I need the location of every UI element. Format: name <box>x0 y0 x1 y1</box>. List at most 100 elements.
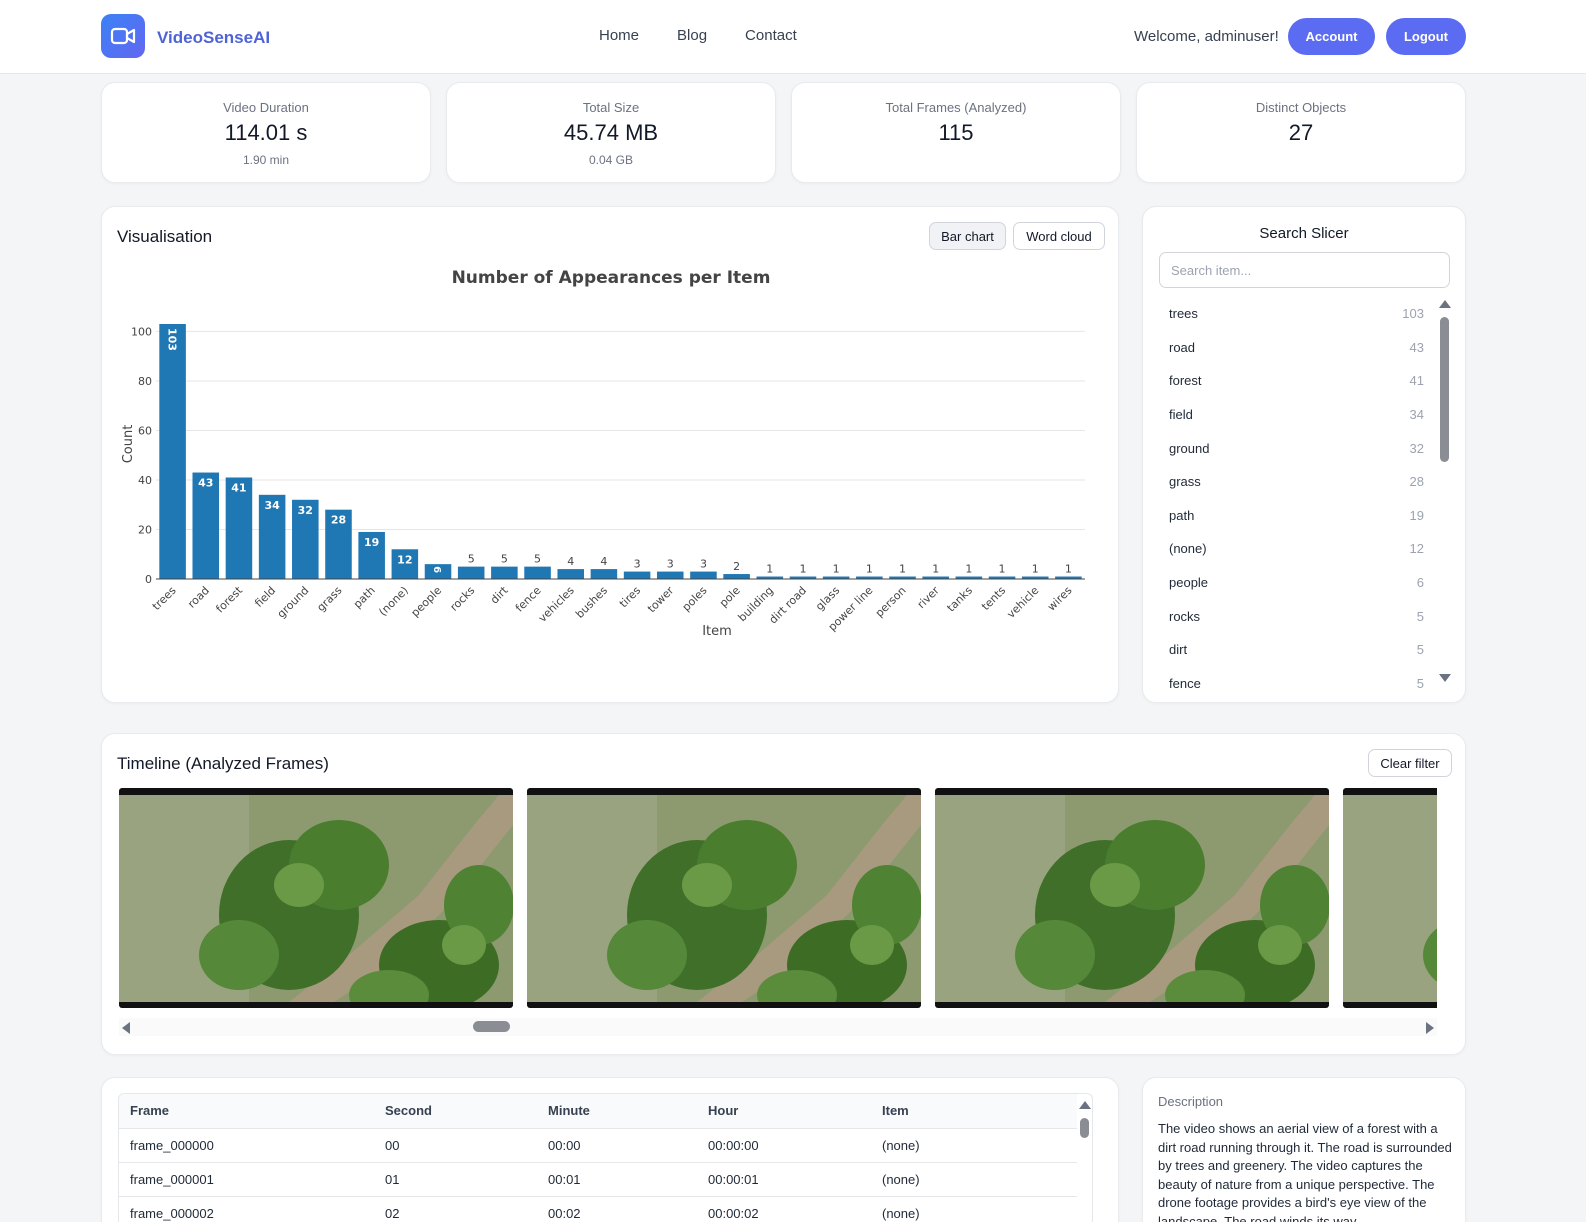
table-row[interactable]: frame_000000 00 00:00 00:00:00 (none) <box>119 1128 1077 1163</box>
cell-item: (none) <box>871 1128 1077 1163</box>
column-header-hour[interactable]: Hour <box>697 1094 871 1129</box>
bar <box>159 324 186 579</box>
bar-value-label: 1 <box>999 563 1006 576</box>
table-row[interactable]: frame_000002 02 00:02 00:00:02 (none) <box>119 1196 1077 1222</box>
column-header-frame[interactable]: Frame <box>119 1094 374 1129</box>
bar-value-label: 34 <box>264 499 280 512</box>
aerial-forest-image <box>1343 795 1437 1002</box>
bar <box>723 574 750 579</box>
scroll-right-arrow-icon[interactable] <box>1426 1022 1434 1034</box>
slicer-item[interactable]: rocks 5 <box>1159 599 1434 633</box>
table-header-row: Frame Second Minute Hour Item <box>119 1094 1077 1129</box>
nav-contact-link[interactable]: Contact <box>745 27 797 44</box>
slicer-item-count: 32 <box>1409 440 1424 456</box>
bar <box>192 472 220 579</box>
visualisation-panel: Visualisation Bar chart Word cloud Numbe… <box>101 206 1119 703</box>
bar-value-label: 4 <box>600 555 607 568</box>
stat-value: 27 <box>1288 120 1314 145</box>
x-tick-label: bushes <box>573 584 610 621</box>
slicer-scrollbar-thumb[interactable] <box>1440 317 1449 462</box>
video-camera-icon[interactable] <box>101 14 145 58</box>
cell-minute: 00:02 <box>537 1196 697 1222</box>
account-button[interactable]: Account <box>1288 18 1375 55</box>
clear-filter-button[interactable]: Clear filter <box>1368 749 1452 777</box>
bar-value-label: 3 <box>700 558 707 571</box>
slicer-item[interactable]: people 6 <box>1159 566 1434 600</box>
slicer-item[interactable]: (none) 12 <box>1159 532 1434 566</box>
slicer-item[interactable]: ground 32 <box>1159 431 1434 465</box>
slicer-item-count: 5 <box>1416 608 1424 624</box>
cell-second: 01 <box>374 1162 537 1197</box>
frame-thumbnail[interactable] <box>119 788 513 1008</box>
timeline-scrollbar[interactable] <box>119 1018 1437 1036</box>
x-tick-label: people <box>409 584 445 620</box>
bar-value-label: 12 <box>397 553 412 566</box>
scroll-left-arrow-icon[interactable] <box>122 1022 130 1034</box>
slicer-item[interactable]: forest 41 <box>1159 364 1434 398</box>
slicer-item-count: 103 <box>1402 306 1424 322</box>
bar <box>889 576 916 579</box>
cell-hour: 00:00:02 <box>697 1196 871 1222</box>
scroll-up-arrow-icon[interactable] <box>1079 1101 1091 1109</box>
bar-value-label: 1 <box>965 563 972 576</box>
nav-blog-link[interactable]: Blog <box>677 27 708 44</box>
slicer-item-count: 6 <box>1416 575 1424 591</box>
word-cloud-button[interactable]: Word cloud <box>1013 222 1105 250</box>
column-header-minute[interactable]: Minute <box>537 1094 697 1129</box>
cell-minute: 00:00 <box>537 1128 697 1163</box>
y-tick-label: 40 <box>138 474 152 487</box>
bar-value-label: 5 <box>501 553 508 566</box>
nav-home-link[interactable]: Home <box>599 27 640 44</box>
x-axis-label: Item <box>702 624 732 639</box>
slicer-item[interactable]: trees 103 <box>1159 297 1434 331</box>
scroll-down-arrow-icon[interactable] <box>1439 674 1451 682</box>
stat-label: Distinct Objects <box>1255 100 1347 115</box>
aerial-forest-image <box>119 795 513 1002</box>
frame-thumbnail[interactable] <box>1343 788 1437 1008</box>
slicer-item[interactable]: road 43 <box>1159 331 1434 365</box>
bar <box>258 494 286 579</box>
bar <box>623 571 651 579</box>
table-row[interactable]: frame_000001 01 00:01 00:00:01 (none) <box>119 1162 1077 1197</box>
slicer-item[interactable]: field 34 <box>1159 398 1434 432</box>
slicer-search-input[interactable] <box>1159 252 1450 288</box>
slicer-item-label: road <box>1169 339 1196 355</box>
description-text: The video shows an aerial view of a fore… <box>1158 1121 1452 1222</box>
x-tick-label: poles <box>680 584 710 614</box>
logout-button[interactable]: Logout <box>1386 18 1466 55</box>
timeline-scrollbar-thumb[interactable] <box>473 1021 510 1032</box>
slicer-item-label: trees <box>1169 306 1198 322</box>
brand-name[interactable]: VideoSenseAI <box>157 28 271 47</box>
table-scrollbar-thumb[interactable] <box>1080 1118 1089 1138</box>
bar-chart-button[interactable]: Bar chart <box>929 222 1006 250</box>
frame-strip <box>119 788 1437 1010</box>
x-tick-label: glass <box>813 584 842 613</box>
bar-chart: Number of Appearances per Item Item Coun… <box>121 268 1085 639</box>
slicer-item[interactable]: grass 28 <box>1159 465 1434 499</box>
welcome-text: Welcome, adminuser! <box>1134 28 1279 45</box>
chart-title: Number of Appearances per Item <box>452 268 771 288</box>
bar <box>756 576 784 579</box>
scroll-up-arrow-icon[interactable] <box>1439 300 1451 308</box>
bar <box>524 566 551 579</box>
y-tick-label: 80 <box>138 375 152 388</box>
y-tick-label: 100 <box>131 325 152 338</box>
slicer-item-label: fence <box>1169 675 1201 691</box>
bar-value-label: 2 <box>733 560 740 573</box>
slicer-item-count: 43 <box>1409 339 1424 355</box>
frame-thumbnail[interactable] <box>935 788 1329 1008</box>
column-header-item[interactable]: Item <box>871 1094 1077 1129</box>
bar-value-label: 1 <box>932 563 939 576</box>
bar <box>424 564 452 579</box>
slicer-item[interactable]: fence 5 <box>1159 667 1434 701</box>
description-panel: Description The video shows an aerial vi… <box>1142 1077 1466 1222</box>
column-header-second[interactable]: Second <box>374 1094 537 1129</box>
description-label: Description <box>1158 1094 1224 1109</box>
x-tick-label: rocks <box>447 584 477 614</box>
bar-value-label: 1 <box>899 563 906 576</box>
frame-thumbnail[interactable] <box>527 788 921 1008</box>
slicer-item[interactable]: path 19 <box>1159 499 1434 533</box>
slicer-item[interactable]: dirt 5 <box>1159 633 1434 667</box>
stat-subvalue: 0.04 GB <box>588 153 634 167</box>
x-tick-label: field <box>252 584 278 610</box>
